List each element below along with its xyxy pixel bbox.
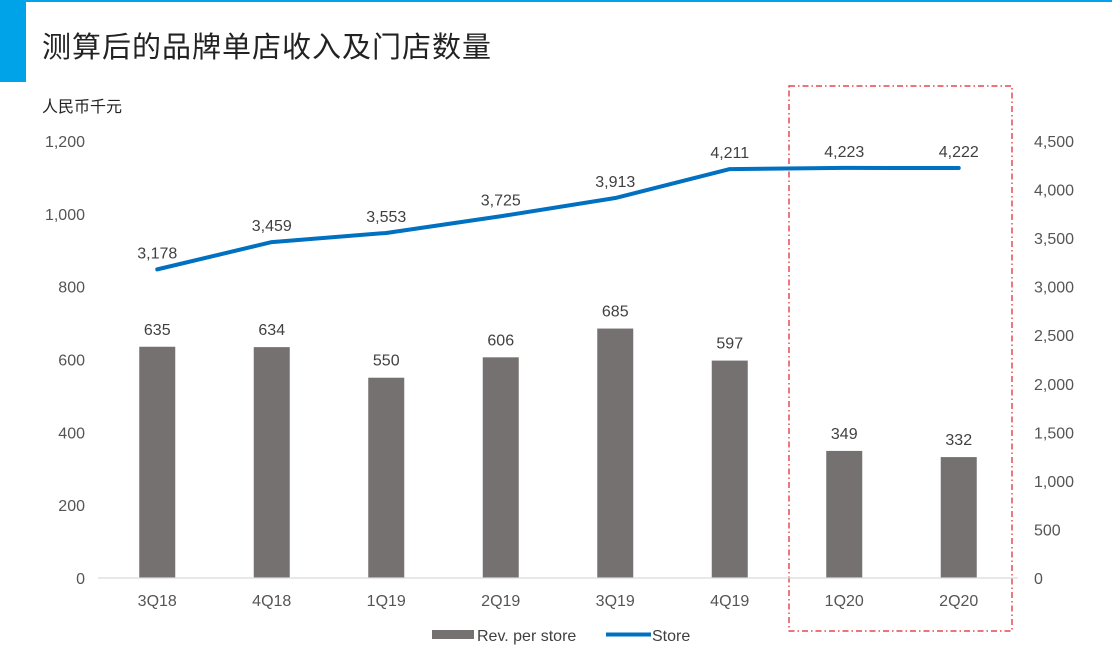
y-tick-label: 400 [58, 425, 85, 442]
x-tick-label: 3Q19 [596, 593, 635, 610]
line-value-label: 4,211 [710, 145, 749, 162]
bar [826, 450, 863, 578]
x-tick-label: 4Q18 [252, 593, 291, 610]
bar [482, 357, 519, 578]
bar-value-label: 685 [602, 304, 629, 321]
y-tick-label: 1,200 [45, 134, 85, 151]
y2-tick-label: 4,500 [1034, 134, 1074, 151]
y2-tick-label: 3,000 [1034, 280, 1074, 297]
line-value-label: 4,223 [824, 144, 864, 161]
bar [139, 346, 176, 578]
x-tick-label: 3Q18 [138, 593, 177, 610]
y2-tick-label: 1,000 [1034, 474, 1074, 491]
legend-label-rev-per-store: Rev. per store [477, 628, 576, 645]
y-tick-label: 600 [58, 353, 85, 370]
title-accent-bar [0, 0, 26, 82]
page-title: 测算后的品牌单店收入及门店数量 [42, 30, 493, 64]
y2-tick-label: 4,000 [1034, 183, 1074, 200]
bar [253, 347, 290, 578]
bar-value-label: 606 [487, 332, 514, 349]
x-tick-label: 1Q20 [825, 593, 864, 610]
x-tick-label: 1Q19 [367, 593, 406, 610]
highlight-box [788, 85, 1013, 632]
top-rule [0, 0, 1112, 2]
y2-tick-label: 2,500 [1034, 328, 1074, 345]
y-tick-label: 200 [58, 498, 85, 515]
y-tick-label: 0 [76, 571, 85, 588]
y2-tick-label: 500 [1034, 522, 1061, 539]
bar-value-label: 349 [831, 426, 858, 443]
x-tick-label: 4Q19 [710, 593, 749, 610]
bar-value-label: 597 [716, 336, 743, 353]
bar-value-label: 634 [258, 322, 285, 339]
y-axis-unit-label: 人民币千元 [42, 97, 122, 116]
bar-value-label: 635 [144, 322, 171, 339]
bar [940, 457, 977, 578]
bar [711, 360, 748, 578]
legend-label-store: Store [652, 628, 690, 645]
y2-tick-label: 0 [1034, 571, 1043, 588]
line-value-label: 3,178 [137, 245, 177, 262]
bar [368, 377, 405, 578]
line-value-label: 3,553 [366, 209, 406, 226]
y2-tick-label: 1,500 [1034, 425, 1074, 442]
line-value-label: 3,725 [481, 192, 521, 209]
bar [597, 328, 634, 578]
x-tick-label: 2Q19 [481, 593, 520, 610]
line-value-label: 4,222 [939, 144, 979, 161]
x-tick-label: 2Q20 [939, 593, 978, 610]
store-series-line [155, 165, 961, 272]
bar-value-label: 332 [945, 432, 972, 449]
y-tick-label: 1,000 [45, 207, 85, 224]
y-tick-label: 800 [58, 280, 85, 297]
y2-tick-label: 2,000 [1034, 377, 1074, 394]
legend-swatch-rev-per-store [432, 630, 474, 639]
bar-value-label: 550 [373, 353, 400, 370]
line-value-label: 3,913 [595, 174, 635, 191]
y2-tick-label: 3,500 [1034, 231, 1074, 248]
line-value-label: 3,459 [252, 218, 292, 235]
